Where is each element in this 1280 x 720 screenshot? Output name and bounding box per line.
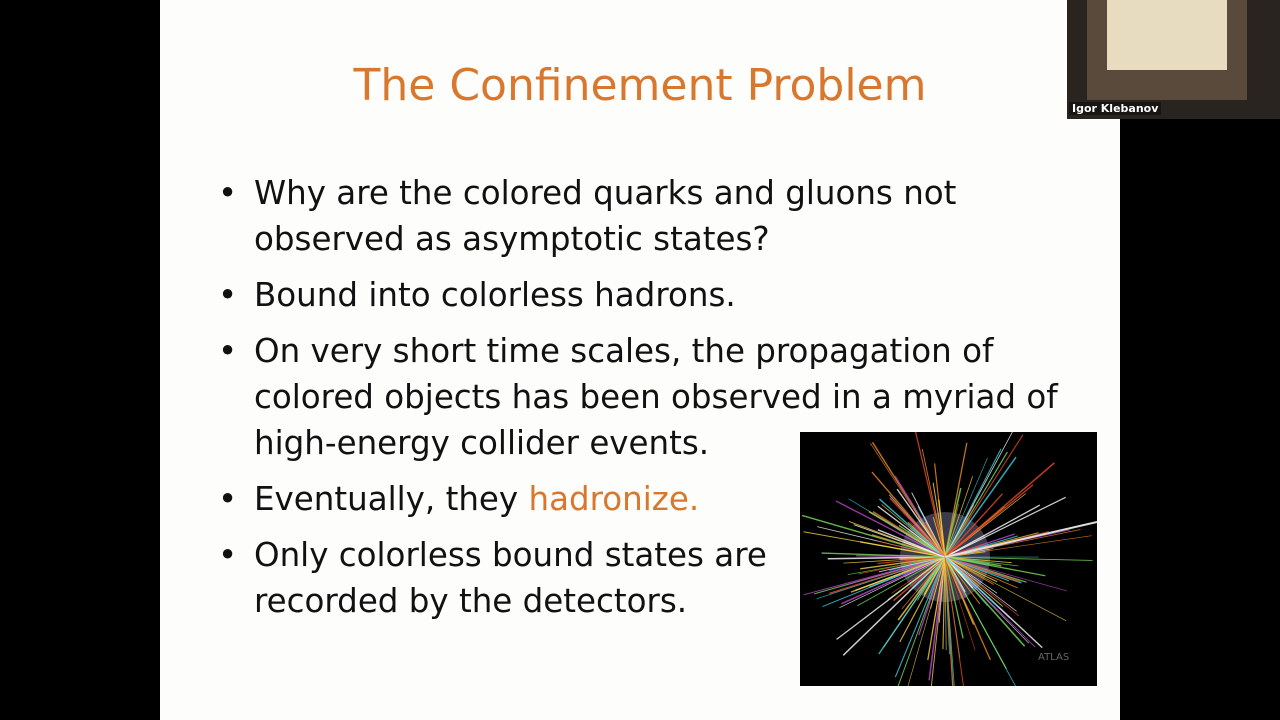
bullet-item: • Bound into colorless hadrons. — [218, 272, 1098, 318]
atlas-logo: ATLAS — [1038, 652, 1069, 663]
particle-track — [914, 432, 946, 558]
particle-track — [898, 524, 946, 558]
particle-track — [888, 556, 946, 599]
bullet-item: • Eventually, they hadronize. — [218, 476, 1098, 522]
bullet-text: Why are the colored quarks and gluons no… — [254, 174, 957, 258]
bullet-text: Only colorless bound states are recorded… — [254, 536, 767, 620]
bullet-text: Bound into colorless hadrons. — [254, 276, 736, 314]
speaker-name: Igor Klebanov — [1069, 102, 1162, 115]
particle-track — [821, 552, 946, 558]
particle-track — [944, 493, 1004, 558]
particle-track — [944, 556, 1007, 670]
projected-slide — [1107, 0, 1227, 70]
particle-track — [944, 484, 1034, 558]
particle-track — [803, 531, 946, 558]
particle-track — [847, 556, 946, 585]
particle-track — [944, 556, 1067, 622]
particle-track — [944, 432, 1013, 558]
bullet-list: • Why are the colored quarks and gluons n… — [218, 170, 1098, 634]
particle-track — [944, 476, 974, 558]
particle-track — [930, 556, 946, 609]
particle-track — [944, 535, 1092, 558]
particle-track — [944, 434, 1024, 558]
bullet-icon: • — [218, 276, 238, 314]
particle-track — [850, 556, 946, 593]
particle-track — [853, 524, 946, 558]
particle-track — [944, 504, 1041, 558]
particle-track — [944, 556, 1000, 609]
bullet-icon: • — [218, 536, 238, 574]
bullet-item: • Why are the colored quarks and gluons n… — [218, 170, 1014, 262]
bullet-icon: • — [218, 174, 238, 212]
particle-track — [801, 514, 946, 558]
particle-track — [877, 556, 946, 564]
muon-track — [944, 521, 1097, 558]
particle-track — [848, 498, 946, 558]
particle-track — [944, 458, 988, 558]
particle-track — [930, 556, 946, 686]
bullet-text: Eventually, they — [254, 480, 529, 518]
presentation-slide: The Confinement Problem • Why are the col… — [160, 0, 1120, 720]
particle-track — [944, 487, 962, 558]
slide-title: The Confinement Problem — [353, 60, 927, 111]
particle-track — [944, 556, 998, 594]
particle-track — [944, 556, 1012, 564]
particle-track — [924, 521, 946, 558]
particle-track — [899, 556, 946, 643]
particle-track — [944, 556, 1010, 582]
particle-track — [816, 556, 946, 600]
particle-track — [878, 498, 946, 558]
particle-track — [944, 556, 1046, 577]
particle-track — [944, 456, 1017, 558]
particle-track — [944, 556, 994, 585]
particle-track — [944, 556, 1093, 561]
particle-track — [944, 556, 947, 651]
particle-track — [944, 556, 1020, 617]
collider-event-image: ATLAS — [800, 432, 1097, 686]
bullet-text: On very short time scales, the propagati… — [254, 332, 1058, 462]
particle-track — [877, 529, 946, 558]
particle-track — [894, 556, 946, 678]
particle-track — [944, 556, 1029, 644]
particle-track — [871, 471, 946, 558]
particle-track — [942, 556, 946, 650]
bullet-icon: • — [218, 480, 238, 518]
particle-track — [917, 556, 946, 601]
particle-track — [839, 556, 946, 608]
particle-track — [944, 556, 976, 651]
particle-track — [944, 556, 981, 605]
particle-track — [835, 500, 946, 558]
particle-track — [944, 556, 964, 639]
particle-track — [944, 556, 964, 686]
particle-track — [944, 556, 998, 583]
particle-track — [944, 556, 1068, 592]
speaker-video-thumbnail[interactable]: Igor Klebanov — [1067, 0, 1280, 119]
particle-track — [944, 451, 1008, 558]
bullet-item: • On very short time scales, the propagat… — [218, 328, 1084, 466]
highlight-text: hadronize. — [528, 480, 700, 518]
particle-track — [847, 556, 946, 576]
bullet-item: • Only colorless bound states are recorde… — [218, 532, 794, 624]
particle-track — [944, 556, 991, 661]
particle-track — [938, 499, 946, 558]
bullet-icon: • — [218, 332, 238, 370]
particle-track — [876, 540, 946, 558]
particle-track — [944, 556, 1017, 612]
particle-track — [860, 556, 946, 570]
particle-track — [901, 556, 946, 610]
particle-track — [918, 556, 946, 636]
particle-track — [944, 496, 1066, 558]
particle-track — [841, 556, 946, 605]
particle-track — [944, 556, 954, 686]
particle-track — [927, 556, 946, 661]
particle-track — [869, 442, 946, 558]
particle-track — [856, 556, 946, 607]
particle-track — [878, 556, 946, 655]
